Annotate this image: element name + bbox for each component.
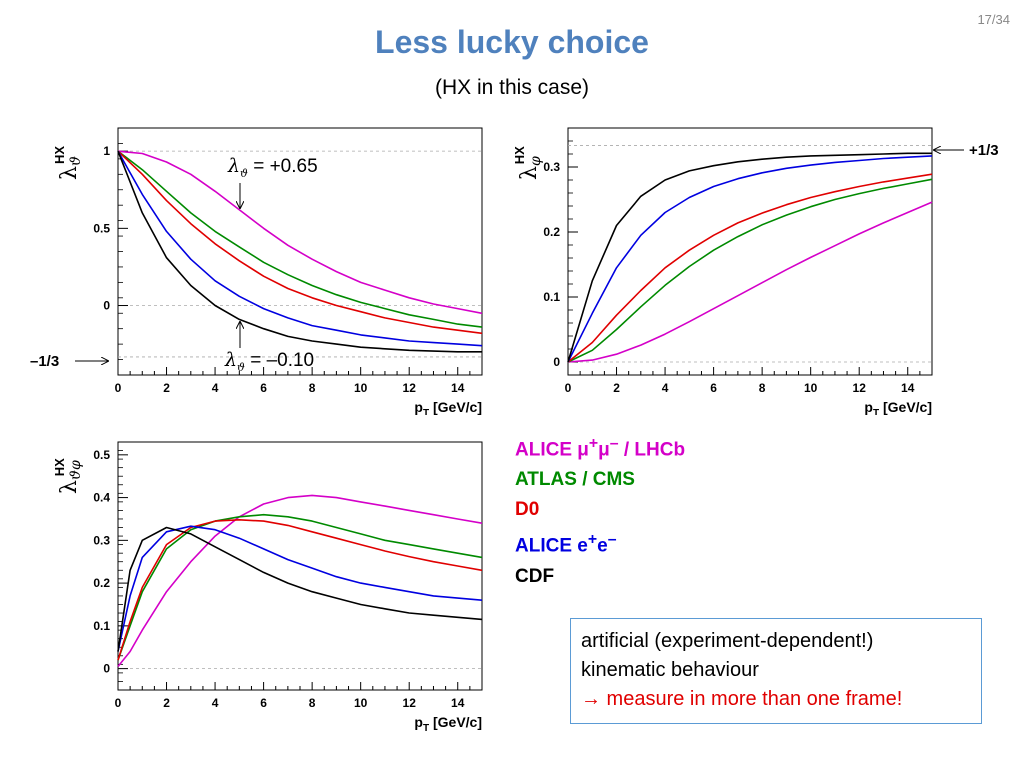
minus-one-third-marker: –1/3 (30, 353, 60, 370)
x-tick-label: 6 (710, 381, 717, 395)
x-tick-label: 10 (354, 696, 368, 710)
series-line (117, 519, 483, 661)
series-line (117, 150, 483, 347)
series-line (567, 152, 932, 363)
y-tick-label: 0.1 (543, 290, 560, 304)
plot-frame (567, 127, 933, 376)
plot-frame (117, 441, 483, 691)
series-line (117, 150, 483, 328)
series-line (117, 150, 483, 315)
y-tick-label: 0 (103, 299, 110, 313)
series-line (567, 155, 933, 363)
x-tick-label: 14 (451, 696, 465, 710)
x-tick-label: 6 (260, 696, 267, 710)
x-axis-label: pT [GeV/c] (414, 714, 482, 734)
x-axis-label: pT [GeV/c] (414, 399, 482, 415)
slide-subtitle: (HX in this case) (434, 76, 590, 99)
series-line (117, 513, 483, 661)
series-line (567, 173, 933, 363)
page-number: 17/34 (977, 12, 1010, 27)
series-line (567, 178, 933, 363)
x-tick-label: 4 (212, 381, 219, 395)
x-tick-label: 10 (354, 381, 368, 395)
x-tick-label: 2 (163, 381, 170, 395)
x-tick-label: 8 (759, 381, 766, 395)
note-line-1: artificial (experiment-dependent!) (581, 630, 874, 652)
y-tick-label: 0.1 (93, 619, 110, 633)
x-tick-label: 0 (115, 381, 122, 395)
x-tick-label: 12 (853, 381, 867, 395)
x-tick-label: 4 (212, 696, 219, 710)
series-line (117, 150, 483, 335)
lower-curve-annotation: λϑ = –0.10 (225, 349, 315, 374)
x-tick-label: 12 (403, 381, 417, 395)
y-tick-label: 0.2 (543, 225, 560, 239)
x-tick-label: 6 (260, 381, 267, 395)
upper-curve-annotation: λϑ = +0.65 (228, 155, 318, 180)
x-tick-label: 14 (451, 381, 465, 395)
x-tick-label: 10 (804, 381, 818, 395)
y-tick-label: 0 (103, 662, 110, 676)
x-axis-label: pT [GeV/c] (864, 399, 932, 415)
legend-entry-alice-mumu: ALICE μ+μ– / LHCb (515, 435, 686, 461)
series-line (117, 494, 483, 668)
series-line (117, 150, 482, 353)
x-tick-label: 8 (309, 381, 316, 395)
y-tick-label: 0.5 (93, 448, 110, 462)
legend-entry-cdf: CDF (515, 565, 555, 587)
legend-entry-atlas-cms: ATLAS / CMS (515, 469, 635, 491)
y-tick-label: 1 (103, 144, 110, 158)
x-tick-label: 0 (565, 381, 572, 395)
y-tick-label: 0.3 (93, 533, 110, 547)
y-axis-label: λϑφHX (52, 458, 84, 494)
note-line-3: → measure in more than one frame! (581, 688, 903, 710)
note-box: artificial (experiment-dependent!) kinem… (570, 618, 982, 724)
y-tick-label: 0.5 (93, 221, 110, 235)
y-tick-label: 0.2 (93, 576, 110, 590)
slide-title: Less lucky choice (375, 24, 649, 60)
y-axis-label: λφHX (512, 146, 544, 180)
x-tick-label: 14 (901, 381, 915, 395)
legend-entry-d0: D0 (515, 499, 540, 521)
x-tick-label: 2 (163, 696, 170, 710)
y-axis-label: λϑHX (52, 146, 84, 180)
lambda-phi-chart: 0 2 4 6 8 10 12 14 0 0.1 0.2 0.3 pT [GeV/c] λφHX (512, 127, 933, 415)
note-line-2: kinematic behaviour (581, 659, 759, 681)
legend: ALICE μ+μ– / LHCb ATLAS / CMS D0 ALICE e… (515, 429, 685, 592)
x-tick-label: 2 (613, 381, 620, 395)
x-tick-label: 12 (403, 696, 417, 710)
y-tick-label: 0 (553, 355, 560, 369)
legend-entry-alice-ee: ALICE e+e– (515, 531, 617, 557)
arrow-icon: → (581, 688, 601, 710)
series-line (567, 201, 933, 363)
x-tick-label: 8 (309, 696, 316, 710)
series-line (117, 526, 483, 652)
x-tick-label: 4 (662, 381, 669, 395)
series-line (117, 525, 483, 652)
y-tick-label: 0.3 (543, 160, 560, 174)
plus-one-third-marker: +1/3 (969, 142, 999, 159)
lambda-theta-chart: 0 2 4 6 8 10 12 14 0 0.5 1 pT [GeV/c] λϑHX (52, 127, 483, 415)
lambda-theta-phi-chart: 0 2 4 6 8 10 12 14 0 0.1 0.2 0.3 0.4 0.5 pT [GeV/c] λϑφ… (52, 441, 483, 734)
y-tick-label: 0.4 (93, 491, 110, 505)
x-tick-label: 0 (115, 696, 122, 710)
